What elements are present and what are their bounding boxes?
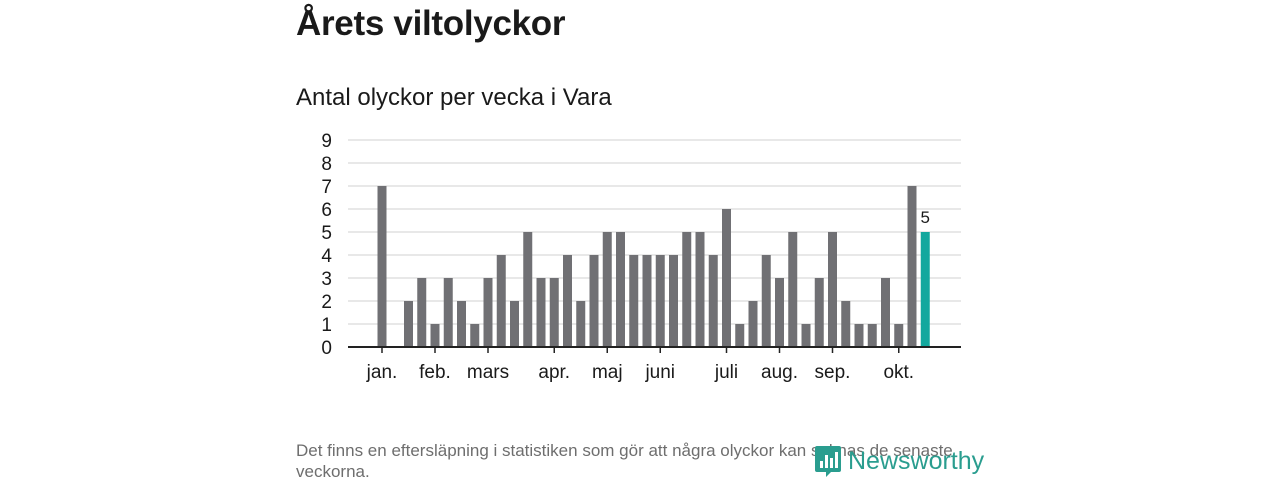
bar (695, 232, 705, 347)
y-tick-label: 3 (321, 269, 332, 290)
bar (801, 324, 811, 347)
bar (523, 232, 533, 347)
bar (496, 255, 506, 347)
bar (576, 301, 586, 347)
bar (894, 324, 904, 347)
y-tick-label: 5 (321, 223, 332, 244)
bar (788, 232, 798, 347)
newsworthy-logo-icon (815, 446, 841, 477)
x-tick-label: juli (714, 362, 738, 383)
bar (602, 232, 612, 347)
x-tick-label: apr. (538, 362, 570, 383)
bar (775, 278, 784, 347)
x-tick-label: feb. (419, 362, 451, 383)
y-tick-label: 8 (321, 154, 332, 175)
bar (457, 301, 466, 347)
bar (589, 255, 599, 347)
bar (854, 324, 864, 347)
bar (669, 255, 678, 347)
bar (708, 255, 718, 347)
x-tick-label: aug. (761, 362, 798, 383)
bar (828, 232, 837, 347)
y-tick-label: 2 (321, 292, 332, 313)
y-tick-label: 4 (321, 246, 332, 267)
bar (735, 324, 745, 347)
bar (642, 255, 652, 347)
bar (377, 186, 387, 347)
x-tick-label: sep. (815, 362, 851, 383)
bar (761, 255, 771, 347)
bar (404, 301, 413, 347)
bar-highlight (920, 232, 930, 347)
chart-title: Årets viltolyckor (296, 4, 566, 43)
bar (470, 324, 480, 347)
x-tick-label: okt. (883, 362, 914, 383)
bar (814, 278, 824, 347)
bar (536, 278, 546, 347)
footnote: Det finns en eftersläpning i statistiken… (296, 441, 953, 481)
bar (722, 209, 731, 347)
bar (629, 255, 639, 347)
bar (443, 278, 453, 347)
bar (655, 255, 665, 347)
data-label: 5 (921, 208, 930, 227)
brand-name: Newsworthy (848, 446, 985, 475)
bar (483, 278, 493, 347)
bar (682, 232, 692, 347)
bar (417, 278, 427, 347)
bar (748, 301, 758, 347)
bar (510, 301, 519, 347)
x-tick-label: jan. (366, 362, 398, 383)
bar (563, 255, 572, 347)
y-tick-label: 0 (321, 338, 332, 359)
chart-subtitle: Antal olyckor per vecka i Vara (296, 84, 612, 111)
bar (430, 324, 440, 347)
bar (907, 186, 917, 347)
bar (616, 232, 625, 347)
brand-logo: Newsworthy (814, 444, 984, 478)
x-tick-label: mars (467, 362, 509, 383)
y-tick-label: 7 (321, 177, 332, 198)
bar (841, 301, 851, 347)
bar (881, 278, 890, 347)
x-tick-label: maj (592, 362, 623, 383)
bar (549, 278, 559, 347)
x-tick-label: juni (644, 362, 675, 383)
y-tick-label: 6 (321, 200, 332, 221)
bar (867, 324, 877, 347)
y-tick-label: 1 (321, 315, 332, 336)
y-tick-label: 9 (321, 131, 332, 152)
